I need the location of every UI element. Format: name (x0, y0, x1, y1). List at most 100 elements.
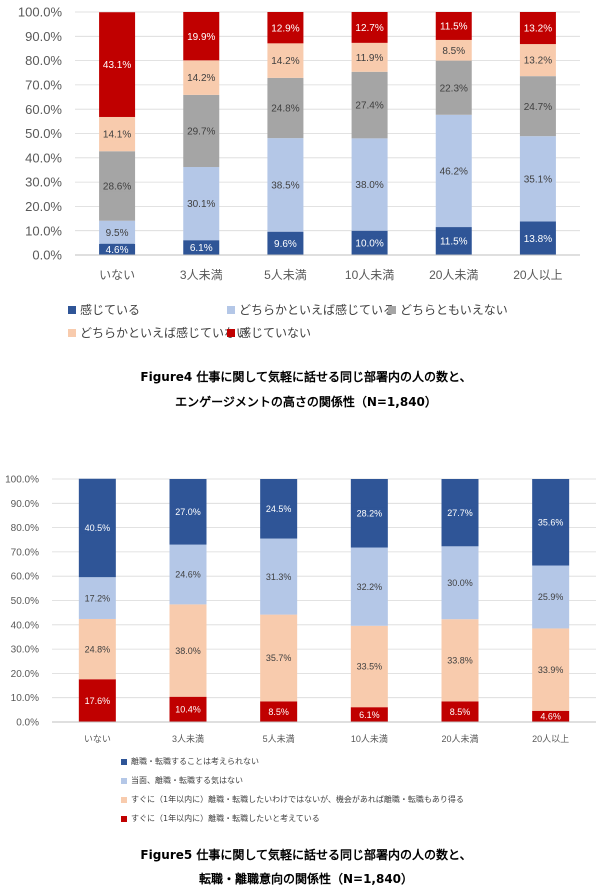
fig5-data-label: 30.0% (447, 578, 473, 588)
fig5-data-label-bg (534, 710, 568, 722)
fig5-data-label: 24.5% (266, 504, 292, 514)
fig5-data-label-bg (443, 654, 477, 666)
fig5-data-label-bg (171, 568, 205, 580)
fig4-data-label: 14.2% (187, 73, 215, 84)
fig5-ytick-label: 0.0% (16, 718, 39, 729)
fig4-ytick-label: 100.0% (18, 5, 63, 20)
fig4-data-label-bg (100, 179, 135, 192)
fig5-category-label: 10人未満 (351, 733, 388, 744)
fig4-legend-item: どちらかといえば感じていない (68, 324, 248, 341)
fig5-category-label: 3人未満 (172, 733, 204, 744)
fig5-ytick-label: 70.0% (11, 547, 39, 558)
fig4-data-label: 27.4% (355, 101, 383, 112)
fig4-data-label-bg (352, 99, 387, 112)
fig5-data-label: 40.5% (85, 523, 111, 533)
fig4-legend-swatch (227, 305, 235, 314)
fig5-data-label: 33.9% (538, 665, 564, 675)
fig4-data-label: 11.9% (356, 53, 384, 64)
fig4-legend-swatch (68, 305, 76, 314)
fig4-data-label-bg (184, 197, 219, 210)
fig4-data-label: 12.9% (271, 23, 299, 34)
fig5-data-label-bg (80, 695, 114, 707)
fig5-legend-label: 当面、離職・転職する気はない (131, 776, 243, 785)
fig5-data-label: 31.3% (266, 572, 292, 582)
fig4-category-label: いない (99, 268, 135, 282)
fig5-ytick-label: 10.0% (11, 693, 39, 704)
fig4-data-label: 10.0% (355, 238, 383, 249)
fig4-legend-item: どちらかといえば感じている (227, 301, 395, 318)
fig5-ytick-label: 90.0% (11, 499, 39, 510)
fig5-data-label: 24.6% (175, 570, 201, 580)
fig5-data-label-bg (352, 660, 386, 672)
fig5-legend-item: 離職・転職することは考えられない (121, 756, 259, 767)
fig5-data-label-bg (262, 503, 296, 515)
fig5-data-label-bg (171, 645, 205, 657)
fig4-legend-label: どちらかといえば感じていない (80, 326, 249, 340)
fig4-data-label: 13.2% (524, 56, 552, 67)
fig4-data-label: 14.1% (103, 130, 131, 141)
fig5-data-label: 17.2% (85, 593, 111, 603)
fig5-data-label-bg (352, 581, 386, 593)
fig4-data-label-bg (352, 51, 387, 64)
fig5-data-label: 38.0% (175, 646, 201, 656)
fig4-data-label: 38.0% (355, 180, 383, 191)
fig4-ytick-label: 50.0% (25, 126, 62, 141)
fig4-data-label: 14.2% (271, 56, 299, 67)
fig5-data-label-bg (443, 577, 477, 589)
fig4-legend-swatch (68, 328, 76, 337)
fig4-data-label-bg (520, 232, 555, 245)
fig5-data-label-bg (171, 703, 205, 715)
figure4-caption-line1: Figure4 仕事に関して気軽に話せる同じ部署内の人の数と、 (140, 370, 472, 384)
fig4-data-label: 9.6% (274, 239, 297, 250)
fig5-ytick-label: 40.0% (11, 620, 39, 631)
fig4-category-label: 20人以上 (513, 268, 562, 282)
fig4-data-label: 46.2% (440, 167, 468, 178)
fig4-legend-label: どちらかといえば感じている (239, 303, 396, 317)
fig5-category-label: 20人未満 (441, 733, 478, 744)
fig5-ytick-label: 50.0% (11, 596, 39, 607)
fig5-category-label: 5人未満 (263, 733, 295, 744)
fig4-legend-swatch (227, 328, 235, 337)
fig4-data-label-bg (520, 100, 555, 113)
fig4-data-label-bg (268, 237, 303, 250)
fig4-data-label: 24.8% (271, 104, 299, 115)
fig4-data-label: 8.5% (442, 46, 465, 57)
fig5-data-label: 8.5% (268, 707, 289, 717)
fig5-data-label: 35.7% (266, 653, 292, 663)
fig5-ytick-label: 60.0% (11, 572, 39, 583)
figure4-chart: 0.0% 10.0% 20.0% 30.0% 40.0% 50.0% 60.0% 70.0% 8… (18, 5, 580, 282)
fig5-data-label-bg (171, 506, 205, 518)
fig4-data-label: 19.9% (187, 32, 215, 43)
fig4-data-label-bg (184, 124, 219, 137)
fig4-data-label: 24.7% (524, 102, 552, 113)
fig4-legend-label: 感じている (80, 303, 141, 317)
fig4-data-label-bg (520, 172, 555, 185)
fig4-data-label: 30.1% (187, 199, 215, 210)
fig4-data-label: 6.1% (190, 243, 213, 254)
fig4-data-label-bg (100, 243, 135, 256)
fig5-data-label: 33.8% (447, 656, 473, 666)
fig4-data-label-bg (520, 54, 555, 67)
fig4-data-label: 22.3% (440, 83, 468, 94)
fig5-data-label-bg (80, 522, 114, 534)
fig5-legend-item: すぐに（1年以内に）離職・転職したいと考えている (121, 813, 320, 824)
fig4-legend-label: どちらともいえない (400, 303, 508, 317)
fig4-data-label-bg (436, 164, 471, 177)
fig5-legend-swatch (121, 815, 127, 822)
fig5-legend-swatch (121, 777, 127, 784)
fig4-data-label: 13.8% (524, 234, 552, 245)
fig4-data-label: 28.6% (103, 182, 131, 193)
fig4-data-label: 9.5% (106, 228, 129, 239)
fig5-legend-label: 離職・転職することは考えられない (131, 757, 259, 766)
fig5-data-label-bg (534, 591, 568, 603)
fig5-legend-label: すぐに（1年以内に）離職・転職したいと考えている (131, 814, 320, 823)
fig5-legend-swatch (121, 758, 127, 765)
fig4-data-label-bg (100, 58, 135, 71)
fig4-data-label-bg (436, 235, 471, 248)
fig5-data-label: 8.5% (450, 707, 471, 717)
figure4-caption-line2: エンゲージメントの高さの関係性（N=1,840） (175, 395, 437, 409)
fig4-data-label-bg (184, 241, 219, 254)
fig4-data-label-bg (268, 21, 303, 34)
fig4-ytick-label: 30.0% (25, 175, 62, 190)
